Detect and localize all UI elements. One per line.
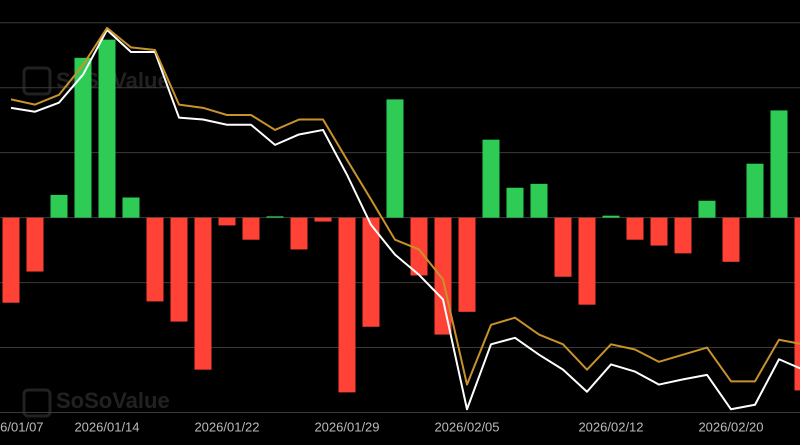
- bar: [386, 99, 404, 218]
- bar: [2, 217, 20, 303]
- x-tick-label: 2026/02/12: [578, 419, 643, 434]
- bar: [242, 217, 260, 240]
- bar: [146, 217, 164, 302]
- bar: [506, 187, 524, 218]
- x-tick-label: 2026/02/05: [434, 419, 499, 434]
- x-tick-label: 2026/01/22: [194, 419, 259, 434]
- bar: [122, 197, 140, 218]
- bar: [410, 217, 428, 276]
- x-tick-label: 2026/01/07: [0, 419, 44, 434]
- line: [10, 26, 800, 386]
- bar: [74, 57, 92, 218]
- watermark-logo: [22, 66, 52, 96]
- bar: [26, 217, 44, 272]
- watermark-text: SoSoValue: [56, 388, 170, 413]
- watermark-bottom: [22, 388, 52, 418]
- line: [10, 28, 800, 411]
- bar: [482, 139, 500, 218]
- bar: [578, 217, 596, 305]
- bar: [602, 215, 620, 218]
- bar: [530, 183, 548, 218]
- bar: [98, 39, 116, 218]
- bar: [650, 217, 668, 246]
- bar: [50, 194, 68, 218]
- x-tick-label: 2026/01/29: [314, 419, 379, 434]
- watermark-top: [22, 66, 52, 96]
- x-tick-label: 2026/01/14: [74, 419, 139, 434]
- bar: [314, 217, 332, 222]
- bar: [626, 217, 644, 240]
- bar: [362, 217, 380, 327]
- bar: [266, 216, 284, 218]
- bar: [434, 217, 452, 335]
- bar: [218, 217, 236, 226]
- bar: [194, 217, 212, 370]
- bar: [290, 217, 308, 250]
- bar: [770, 110, 788, 218]
- x-tick-label: 2026/02/20: [698, 419, 763, 434]
- bar: [170, 217, 188, 322]
- bar: [746, 163, 764, 218]
- bar: [338, 217, 356, 393]
- bar: [722, 217, 740, 262]
- bar: [458, 217, 476, 312]
- bar: [794, 217, 800, 391]
- bar: [674, 217, 692, 254]
- bar: [554, 217, 572, 277]
- watermark-logo: [22, 388, 52, 418]
- bar: [698, 200, 716, 218]
